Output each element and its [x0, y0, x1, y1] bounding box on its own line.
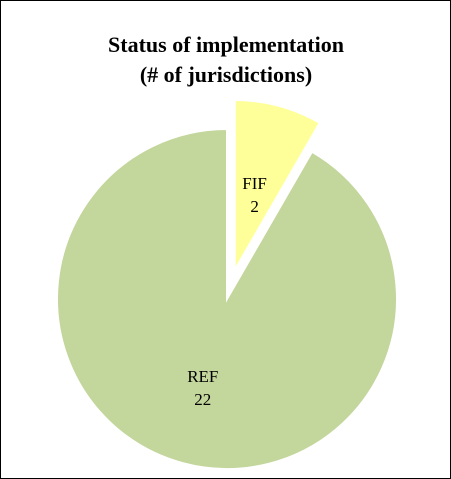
pie-slice	[56, 127, 398, 470]
slice-label: REF	[187, 367, 218, 386]
slice-label: FIF	[242, 174, 267, 193]
pie-slice	[233, 99, 322, 274]
slice-value: 2	[250, 197, 259, 216]
chart-title: (# of jurisdictions)	[140, 62, 312, 87]
chart-title: Status of implementation	[108, 32, 344, 57]
slice-value: 22	[194, 390, 211, 409]
